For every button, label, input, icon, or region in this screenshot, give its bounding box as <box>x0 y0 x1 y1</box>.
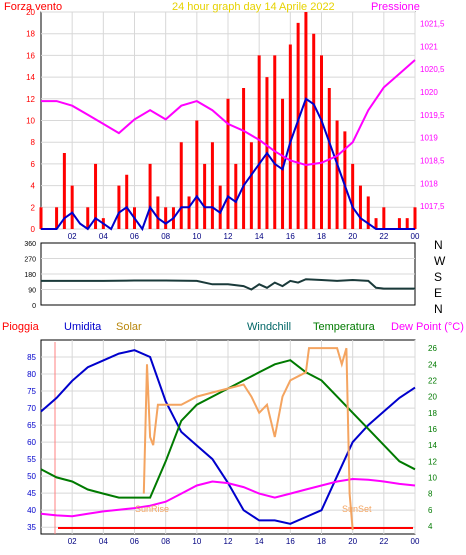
series-layer <box>39 12 417 534</box>
wind-average-line <box>41 97 415 232</box>
top-left-tick-label: 20 <box>26 8 35 17</box>
sunset-label: SunSet <box>342 504 372 514</box>
bottom-x-tick-label: 10 <box>192 537 201 546</box>
top-left-tick-label: 0 <box>31 225 36 234</box>
top-x-tick-label: 14 <box>255 232 264 241</box>
top-x-tick-label: 18 <box>317 232 326 241</box>
bottom-right-tick-label: 26 <box>428 344 437 353</box>
bottom-right-tick-label: 18 <box>428 409 437 418</box>
bottom-left-tick-label: 85 <box>27 353 36 362</box>
bottom-x-tick-label: 12 <box>224 537 233 546</box>
bottom-x-tick-label: 06 <box>130 537 139 546</box>
bottom-right-tick-label: 14 <box>428 441 437 450</box>
header-title: 24 hour graph day 14 Aprile 2022 <box>172 1 335 13</box>
bottom-left-tick-label: 60 <box>27 438 36 447</box>
compass-label-2: S <box>434 270 442 284</box>
bottom-right-tick-label: 24 <box>428 360 437 369</box>
bottom-right-tick-label: 12 <box>428 457 437 466</box>
top-x-tick-label: 00 <box>411 232 420 241</box>
top-right-tick-label: 1017,5 <box>420 202 445 211</box>
top-left-tick-label: 4 <box>31 182 36 191</box>
compass-label-0: N <box>434 238 443 252</box>
top-left-tick-label: 16 <box>26 51 35 60</box>
top-left-tick-label: 14 <box>26 73 35 82</box>
bottom-x-tick-label: 00 <box>411 537 420 546</box>
bottom-x-tick-label: 08 <box>161 537 170 546</box>
compass-label-3: E <box>434 286 442 300</box>
top-x-tick-label: 06 <box>130 232 139 241</box>
bottom-x-tick-label: 04 <box>99 537 108 546</box>
bottom-right-tick-label: 20 <box>428 393 437 402</box>
bottom-right-tick-label: 8 <box>428 490 433 499</box>
top-right-tick-label: 1021 <box>420 42 438 51</box>
bottom-left-tick-label: 70 <box>27 404 36 413</box>
bottom-left-tick-label: 50 <box>27 472 36 481</box>
bottom-right-tick-label: 4 <box>428 522 433 531</box>
mid-left-tick-label: 360 <box>24 241 36 248</box>
tick-layer: 02 04 06 08 10 12 14 16 18 20 22 000246810121416182… <box>24 8 445 546</box>
top-left-tick-label: 12 <box>26 95 35 104</box>
sunrise-label: SunRise <box>135 504 169 514</box>
bottom-x-tick-label: 20 <box>348 537 357 546</box>
header-dew-point: Dew Point (°C) <box>391 321 464 333</box>
top-right-tick-label: 1019,5 <box>420 111 445 120</box>
top-left-tick-label: 10 <box>26 117 35 126</box>
top-right-tick-label: 1020 <box>420 88 438 97</box>
mid-left-tick-label: 270 <box>24 257 36 264</box>
bottom-right-tick-label: 6 <box>428 506 433 515</box>
bottom-x-tick-label: 02 <box>68 537 77 546</box>
header-temperatura: Temperatura <box>313 321 376 333</box>
bottom-left-tick-label: 45 <box>27 489 36 498</box>
bottom-left-tick-label: 65 <box>27 421 36 430</box>
top-x-tick-label: 10 <box>192 232 201 241</box>
bottom-right-tick-label: 16 <box>428 425 437 434</box>
top-x-tick-label: 02 <box>68 232 77 241</box>
bottom-left-tick-label: 75 <box>27 387 36 396</box>
top-left-tick-label: 6 <box>31 160 36 169</box>
top-right-tick-label: 1021,5 <box>420 19 445 28</box>
top-left-tick-label: 18 <box>26 30 35 39</box>
compass-label-1: W <box>434 254 446 268</box>
top-x-tick-label: 12 <box>224 232 233 241</box>
header-umidita: Umidita <box>64 321 102 333</box>
bottom-x-tick-label: 16 <box>286 537 295 546</box>
top-right-tick-label: 1018 <box>420 179 438 188</box>
top-x-tick-label: 08 <box>161 232 170 241</box>
dew-point-line <box>40 477 416 518</box>
header-pioggia: Pioggia <box>2 321 40 333</box>
mid-left-tick-label: 180 <box>24 272 36 279</box>
pressure-line <box>41 59 416 167</box>
top-left-tick-label: 8 <box>31 138 36 147</box>
header-forza-vento: Forza vento <box>4 1 62 13</box>
wind-direction-line <box>41 278 415 291</box>
mid-left-tick-label: 90 <box>28 288 36 295</box>
compass-label-4: N <box>434 302 443 316</box>
header-solar: Solar <box>116 321 142 333</box>
top-x-tick-label: 16 <box>286 232 295 241</box>
top-right-tick-label: 1018,5 <box>420 156 445 165</box>
top-x-tick-label: 04 <box>99 232 108 241</box>
bottom-x-tick-label: 14 <box>255 537 264 546</box>
bottom-right-tick-label: 10 <box>428 473 437 482</box>
mid-left-tick-label: 0 <box>32 303 36 310</box>
bottom-x-tick-label: 18 <box>317 537 326 546</box>
bottom-right-tick-label: 22 <box>428 376 437 385</box>
top-right-tick-label: 1019 <box>420 134 438 143</box>
header-windchill: Windchill <box>247 321 291 333</box>
top-right-tick-label: 1020,5 <box>420 65 445 74</box>
bottom-left-tick-label: 40 <box>27 506 36 515</box>
top-x-tick-label: 22 <box>379 232 388 241</box>
bottom-left-tick-label: 80 <box>27 370 36 379</box>
bottom-left-tick-label: 55 <box>27 455 36 464</box>
bottom-x-tick-label: 22 <box>379 537 388 546</box>
bottom-left-tick-label: 35 <box>27 523 36 532</box>
header-pressione: Pressione <box>371 1 420 13</box>
top-left-tick-label: 2 <box>31 203 36 212</box>
top-x-tick-label: 20 <box>348 232 357 241</box>
solar-line <box>142 347 354 531</box>
